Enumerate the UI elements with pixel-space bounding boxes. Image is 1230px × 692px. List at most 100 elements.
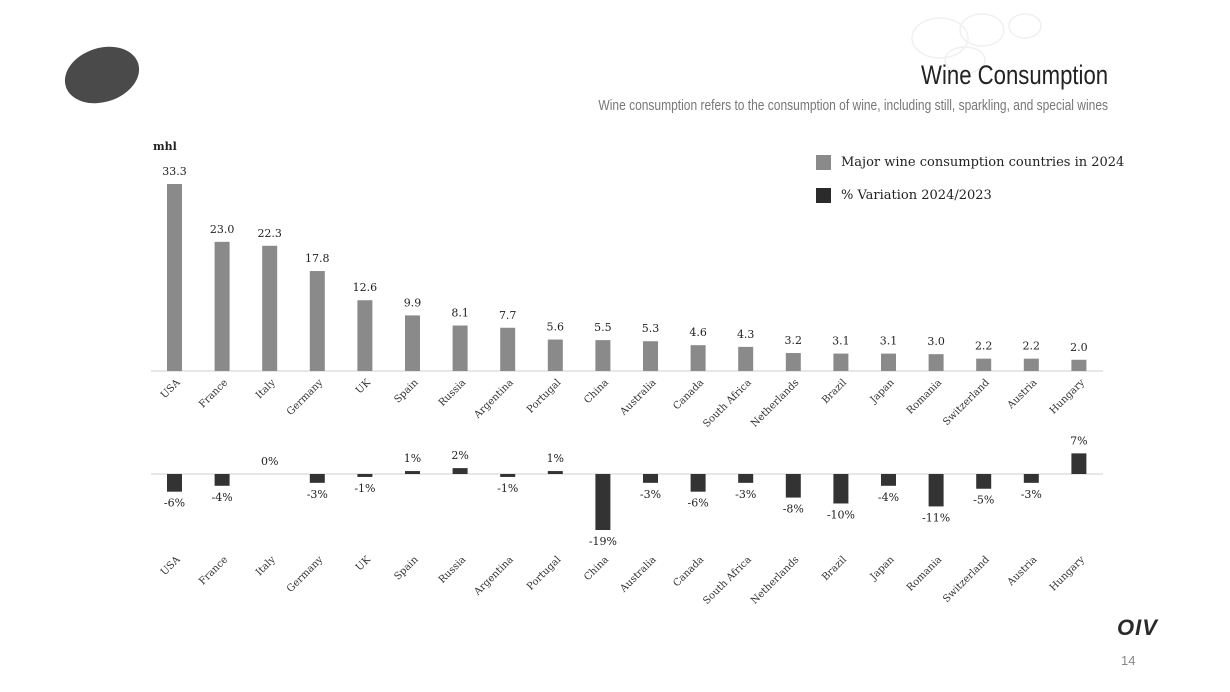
consumption-tick-label: Canada: [671, 377, 706, 412]
variation-tick-label: Switzerland: [941, 554, 992, 605]
variation-value-label: -6%: [164, 497, 185, 510]
consumption-tick-label: Italy: [254, 377, 278, 401]
consumption-value-label: 2.2: [975, 340, 993, 353]
consumption-bar-argentina: [500, 327, 516, 371]
variation-value-label: -4%: [212, 491, 233, 504]
decorative-bubbles: [911, 13, 1042, 74]
consumption-value-label: 5.6: [547, 321, 565, 334]
oiv-logo: OIV: [1117, 615, 1158, 640]
variation-tick-label: Australia: [618, 554, 659, 595]
consumption-value-label: 3.2: [785, 334, 803, 347]
consumption-tick-label: Argentina: [472, 377, 516, 421]
variation-value-label: -6%: [688, 497, 709, 510]
variation-value-label: 2%: [451, 449, 468, 462]
variation-tick-label: Spain: [392, 554, 421, 583]
variation-value-label: 1%: [404, 452, 421, 465]
consumption-tick-label: South Africa: [701, 377, 754, 430]
legend-swatch-consumption: [816, 154, 831, 170]
consumption-bar-germany: [309, 271, 325, 371]
page-subtitle: Wine consumption refers to the consumpti…: [598, 97, 1108, 114]
page-title: Wine Consumption: [920, 60, 1108, 90]
consumption-tick-label: China: [582, 377, 611, 406]
variation-value-label: 1%: [547, 452, 564, 465]
variation-value-label: -8%: [783, 503, 804, 516]
consumption-tick-label: Netherlands: [749, 377, 801, 429]
consumption-bar-brazil: [833, 353, 849, 371]
consumption-bar-japan: [881, 353, 896, 371]
consumption-tick-label: Portugal: [525, 377, 563, 415]
legend-item-variation: % Variation 2024/2023: [816, 185, 1124, 205]
variation-bar-portugal: [547, 471, 563, 474]
variation-bar-france: [214, 474, 230, 486]
variation-tick-label: Hungary: [1048, 554, 1087, 593]
variation-bar-china: [595, 474, 611, 530]
variation-bar-brazil: [833, 474, 849, 504]
consumption-tick-label: USA: [159, 377, 183, 401]
consumption-tick-label: Hungary: [1048, 377, 1087, 416]
variation-value-label: -4%: [878, 491, 899, 504]
variation-tick-label: Argentina: [472, 554, 516, 598]
consumption-tick-label: Austria: [1005, 377, 1040, 412]
page-number: 14: [1121, 653, 1136, 668]
consumption-bar-france: [214, 241, 230, 371]
consumption-bar-usa: [167, 184, 182, 371]
consumption-value-label: 3.1: [880, 335, 898, 348]
consumption-tick-label: Spain: [392, 377, 421, 406]
variation-tick-label: Austria: [1005, 554, 1040, 589]
consumption-tick-label: Germany: [285, 377, 326, 418]
unit-label: mhl: [153, 140, 177, 153]
variation-tick-label: France: [197, 554, 230, 587]
variation-bar-south-africa: [738, 474, 754, 483]
consumption-tick-label: France: [197, 377, 230, 410]
variation-bar-usa: [167, 474, 182, 492]
legend-item-consumption: Major wine consumption countries in 2024: [816, 152, 1124, 172]
variation-value-label: -3%: [1021, 488, 1042, 501]
variation-tick-label: Germany: [285, 554, 326, 595]
consumption-tick-label: Russia: [437, 377, 468, 408]
consumption-value-label: 9.9: [404, 296, 422, 309]
consumption-bar-australia: [643, 341, 658, 371]
consumption-tick-label: Japan: [868, 377, 897, 406]
consumption-value-label: 4.3: [737, 328, 755, 341]
legend: Major wine consumption countries in 2024…: [816, 152, 1124, 218]
consumption-tick-label: Brazil: [820, 377, 849, 406]
variation-tick-label: Russia: [437, 554, 468, 585]
consumption-bar-china: [595, 340, 611, 371]
variation-tick-label: Canada: [671, 554, 706, 589]
consumption-value-label: 4.6: [689, 326, 707, 339]
consumption-bar-switzerland: [976, 358, 992, 371]
variation-tick-label: China: [582, 554, 611, 583]
variation-bar-argentina: [500, 474, 516, 477]
variation-bar-uk: [357, 474, 373, 477]
consumption-value-label: 3.0: [927, 335, 945, 348]
variation-value-label: -19%: [589, 535, 617, 548]
consumption-value-label: 17.8: [305, 252, 330, 265]
variation-value-label: 7%: [1070, 434, 1087, 447]
variation-tick-label: USA: [159, 554, 183, 578]
legend-label-variation: % Variation 2024/2023: [841, 187, 992, 203]
variation-bar-switzerland: [976, 474, 992, 489]
consumption-bar-canada: [690, 345, 706, 371]
legend-label-consumption: Major wine consumption countries in 2024: [841, 154, 1125, 170]
consumption-value-label: 33.3: [162, 165, 187, 178]
variation-tick-label: Portugal: [525, 554, 563, 592]
variation-tick-label: Romania: [905, 554, 944, 593]
consumption-tick-label: Romania: [905, 377, 944, 416]
consumption-bar-netherlands: [785, 353, 801, 371]
variation-value-label: -11%: [922, 511, 950, 524]
variation-value-label: -10%: [827, 508, 855, 521]
variation-tick-label: UK: [354, 554, 373, 573]
consumption-value-label: 23.0: [210, 223, 235, 236]
variation-value-label: -3%: [735, 488, 756, 501]
variation-bar-germany: [309, 474, 325, 483]
consumption-value-label: 7.7: [499, 309, 517, 322]
consumption-bar-italy: [262, 245, 278, 371]
consumption-tick-label: Switzerland: [941, 377, 992, 428]
consumption-bar-austria: [1023, 358, 1039, 371]
variation-bar-australia: [643, 474, 658, 483]
variation-value-label: -1%: [354, 482, 375, 495]
legend-swatch-variation: [816, 187, 831, 203]
variation-value-label: -1%: [497, 482, 518, 495]
consumption-tick-label: UK: [354, 377, 373, 396]
